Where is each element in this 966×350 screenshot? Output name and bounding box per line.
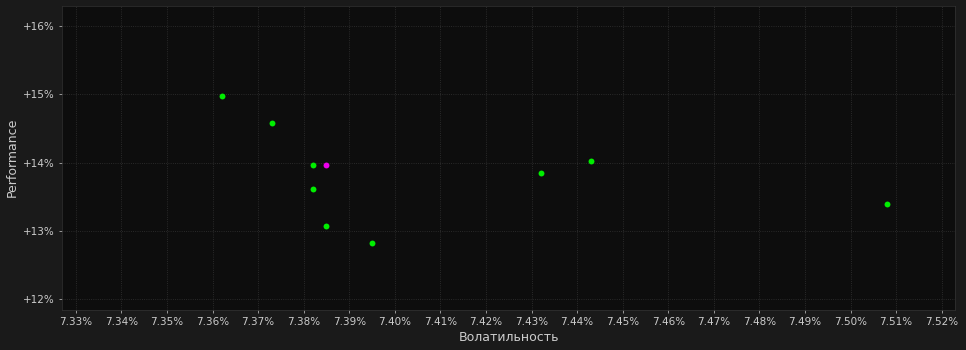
Point xyxy=(583,159,599,164)
Point xyxy=(264,120,279,126)
Point xyxy=(319,223,334,229)
Point xyxy=(879,201,895,206)
Point xyxy=(213,94,229,99)
X-axis label: Волатильность: Волатильность xyxy=(459,331,559,344)
Point xyxy=(319,162,334,168)
Point xyxy=(305,162,321,168)
Point xyxy=(364,240,380,246)
Y-axis label: Performance: Performance xyxy=(6,118,18,197)
Point xyxy=(305,186,321,191)
Point xyxy=(533,170,549,176)
